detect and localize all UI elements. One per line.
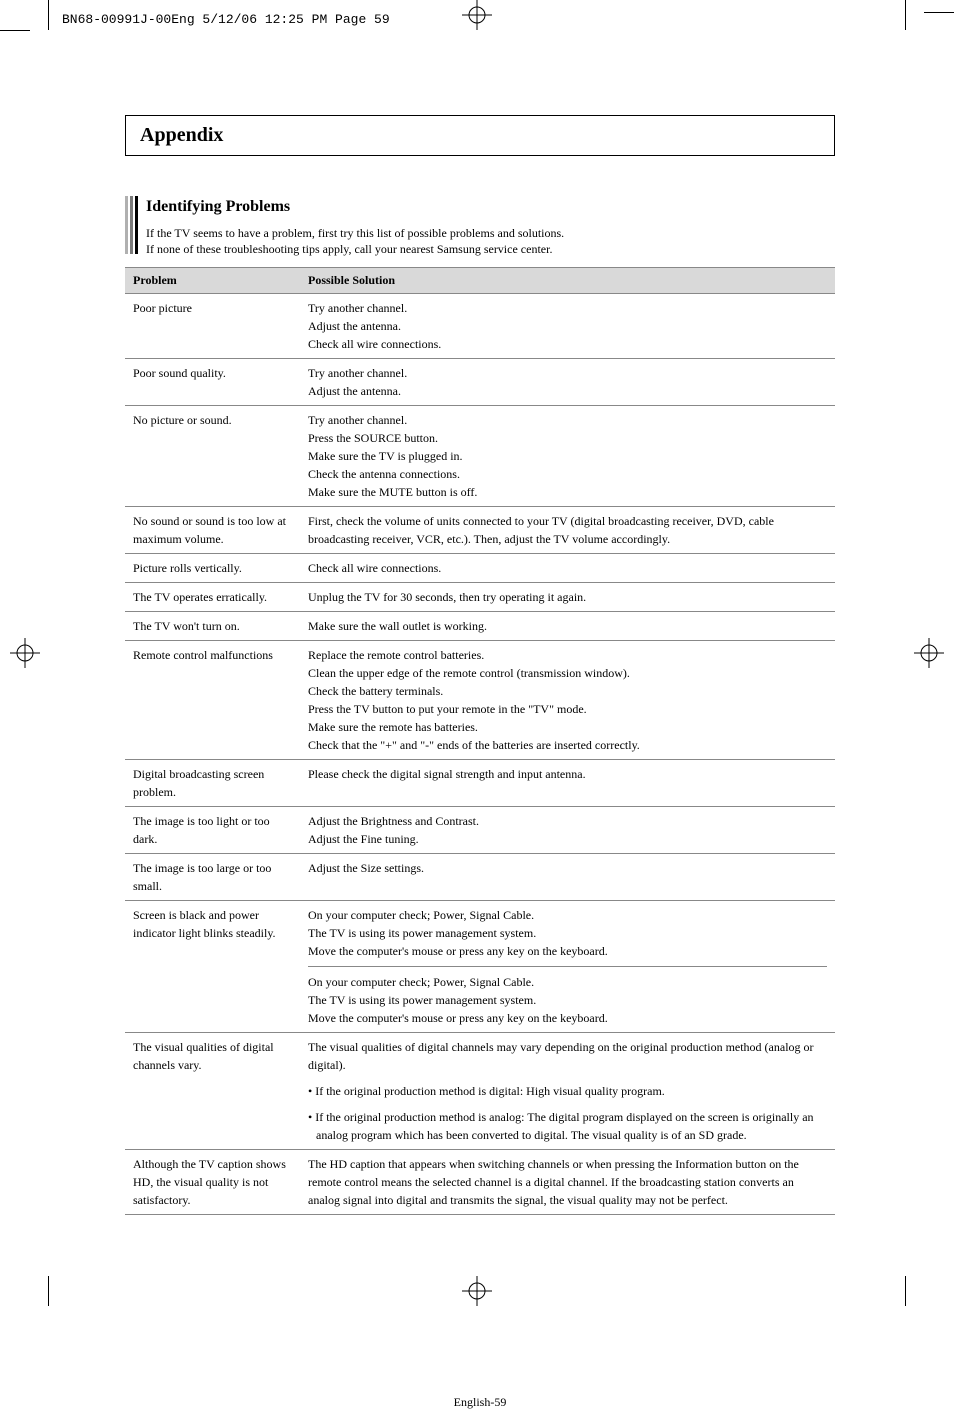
problem-cell: The visual qualities of digital channels… [125, 1033, 300, 1150]
table-row: The image is too large or too small. Adj… [125, 854, 835, 901]
problem-cell: The image is too large or too small. [125, 854, 300, 901]
table-row: Although the TV caption shows HD, the vi… [125, 1150, 835, 1215]
table-row: Poor picture Try another channel.Adjust … [125, 294, 835, 359]
table-row: The TV won't turn on. Make sure the wall… [125, 612, 835, 641]
problem-cell: Remote control malfunctions [125, 641, 300, 760]
page-content: Appendix Identifying Problems If the TV … [125, 115, 835, 1410]
appendix-title: Appendix [140, 124, 820, 147]
table-row: No sound or sound is too low at maximum … [125, 507, 835, 554]
problem-cell: Screen is black and power indicator ligh… [125, 901, 300, 1033]
header-solution: Possible Solution [300, 268, 835, 294]
solution-cell: Adjust the Brightness and Contrast.Adjus… [300, 807, 835, 854]
problem-cell: The TV operates erratically. [125, 583, 300, 612]
table-row: The visual qualities of digital channels… [125, 1033, 835, 1150]
table-row: No picture or sound. Try another channel… [125, 406, 835, 507]
solution-cell: Try another channel.Adjust the antenna. [300, 359, 835, 406]
solution-cell: Please check the digital signal strength… [300, 760, 835, 807]
problem-cell: Poor picture [125, 294, 300, 359]
problem-cell: Poor sound quality. [125, 359, 300, 406]
table-row: The TV operates erratically. Unplug the … [125, 583, 835, 612]
page-number: English-59 [125, 1395, 835, 1410]
print-header: BN68-00991J-00Eng 5/12/06 12:25 PM Page … [62, 12, 390, 27]
table-row: The image is too light or too dark. Adju… [125, 807, 835, 854]
table-row: Screen is black and power indicator ligh… [125, 901, 835, 1033]
problem-cell: Although the TV caption shows HD, the vi… [125, 1150, 300, 1215]
problem-cell: The TV won't turn on. [125, 612, 300, 641]
registration-mark-top [462, 0, 492, 30]
solution-cell: Try another channel.Press the SOURCE but… [300, 406, 835, 507]
table-row: Remote control malfunctions Replace the … [125, 641, 835, 760]
intro-line-2: If none of these troubleshooting tips ap… [146, 242, 564, 258]
table-row: Picture rolls vertically. Check all wire… [125, 554, 835, 583]
table-row: Digital broadcasting screen problem. Ple… [125, 760, 835, 807]
problem-cell: No picture or sound. [125, 406, 300, 507]
section-decoration-bars [125, 196, 138, 254]
registration-mark-right [914, 638, 944, 668]
problem-cell: The image is too light or too dark. [125, 807, 300, 854]
solution-cell: Adjust the Size settings. [300, 854, 835, 901]
solution-cell: The HD caption that appears when switchi… [300, 1150, 835, 1215]
problem-cell: Picture rolls vertically. [125, 554, 300, 583]
section-title: Identifying Problems [146, 198, 564, 216]
registration-mark-left [10, 638, 40, 668]
solution-cell: Check all wire connections. [300, 554, 835, 583]
intro-line-1: If the TV seems to have a problem, first… [146, 226, 564, 242]
appendix-title-box: Appendix [125, 115, 835, 156]
solution-cell: On your computer check; Power, Signal Ca… [300, 901, 835, 1033]
solution-cell: Try another channel.Adjust the antenna.C… [300, 294, 835, 359]
solution-cell: The visual qualities of digital channels… [300, 1033, 835, 1150]
solution-cell: Make sure the wall outlet is working. [300, 612, 835, 641]
section-header: Identifying Problems If the TV seems to … [125, 196, 835, 257]
solution-cell: First, check the volume of units connect… [300, 507, 835, 554]
solution-cell: Replace the remote control batteries.Cle… [300, 641, 835, 760]
table-row: Poor sound quality. Try another channel.… [125, 359, 835, 406]
header-problem: Problem [125, 268, 300, 294]
troubleshooting-table: Problem Possible Solution Poor picture T… [125, 267, 835, 1215]
problem-cell: No sound or sound is too low at maximum … [125, 507, 300, 554]
solution-cell: Unplug the TV for 30 seconds, then try o… [300, 583, 835, 612]
problem-cell: Digital broadcasting screen problem. [125, 760, 300, 807]
